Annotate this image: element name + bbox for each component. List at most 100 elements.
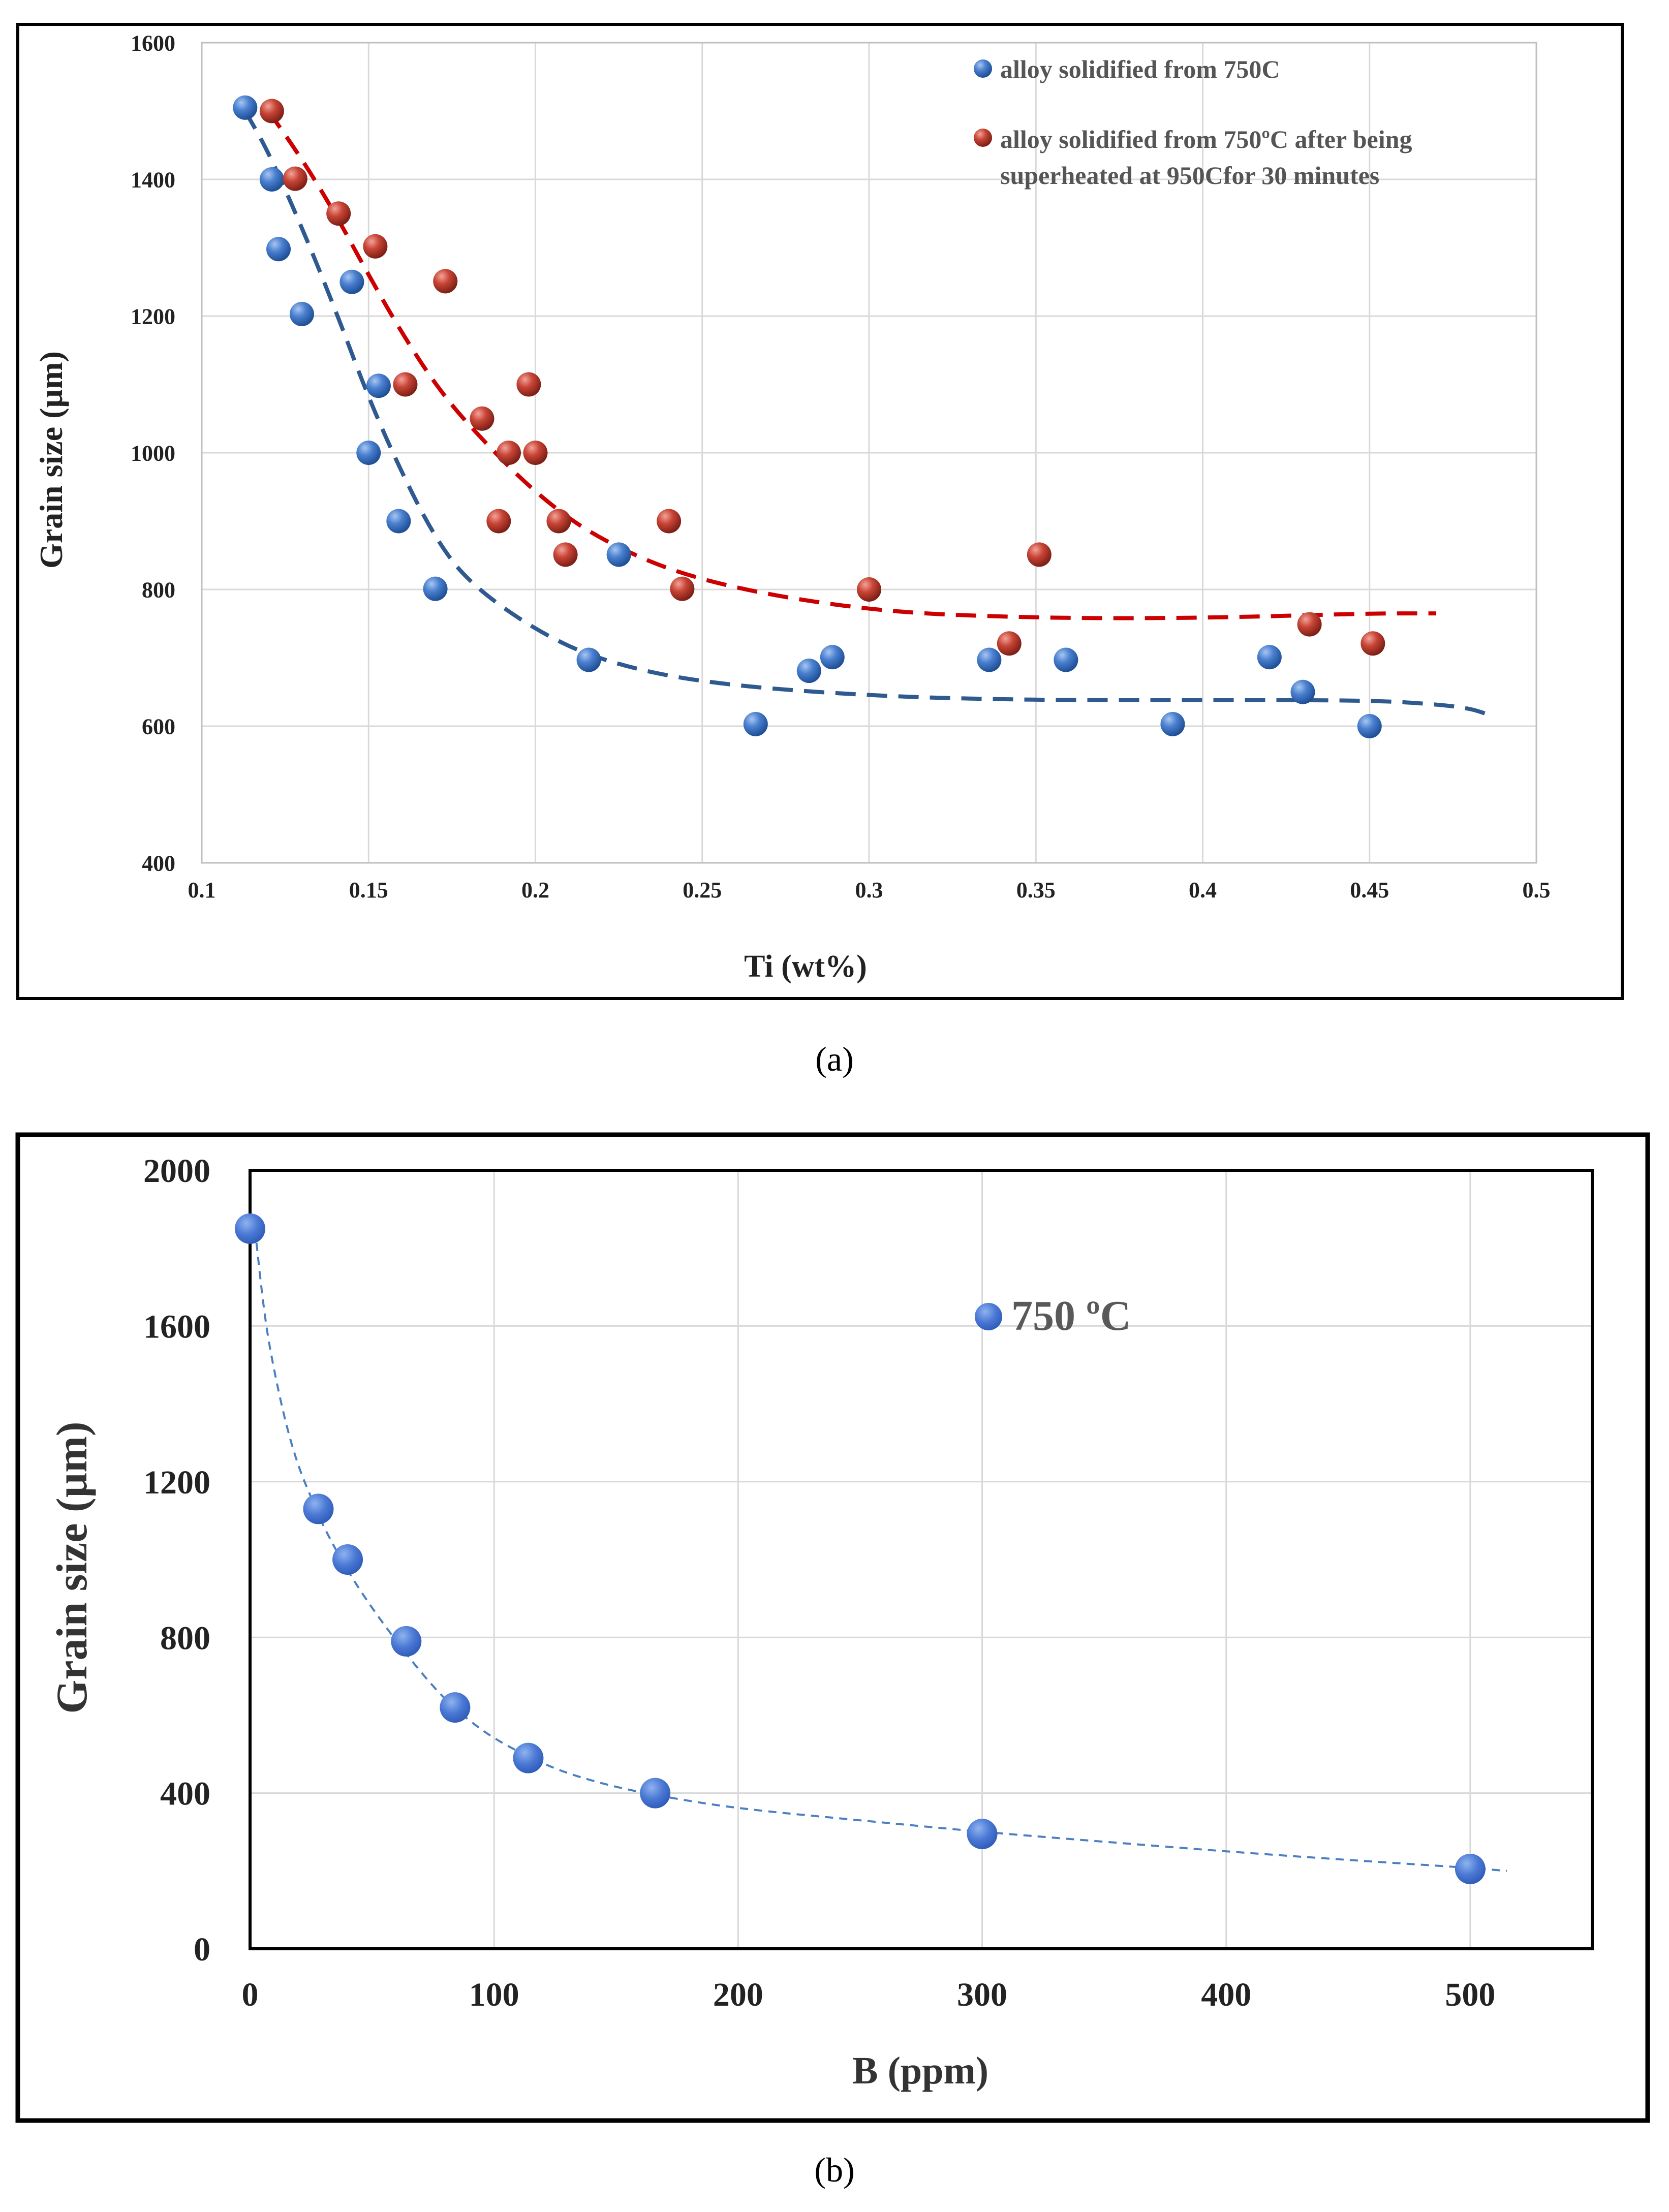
data-point-series-1 <box>1054 647 1078 672</box>
trendline-series-1 <box>243 110 1487 716</box>
x-tick-label: 0.25 <box>683 878 722 902</box>
data-point-series-1 <box>743 711 768 736</box>
data-point-series-2 <box>553 542 578 567</box>
panel-a-x-tick-labels: 0.1 0.15 0.2 0.25 0.3 0.35 0.4 0.45 0.5 <box>188 878 1551 902</box>
x-tick-label: 400 <box>1201 1976 1251 2013</box>
y-tick-label: 1600 <box>131 30 175 55</box>
data-point-series-2 <box>1027 542 1052 567</box>
data-point-series-1 <box>339 269 364 294</box>
data-point-series-2 <box>363 234 388 259</box>
data-point-series-1 <box>266 237 291 262</box>
x-tick-label: 0.45 <box>1350 878 1389 902</box>
data-point-series-2 <box>670 576 695 601</box>
data-point-series-2 <box>470 406 494 431</box>
panel-a-y-tick-labels: 400 600 800 1000 1200 1400 1600 <box>131 30 175 876</box>
x-tick-label: 0.5 <box>1523 878 1551 902</box>
legend-marker-750 <box>975 1303 1002 1330</box>
y-tick-label: 1200 <box>143 1464 210 1501</box>
y-tick-label: 1200 <box>131 304 175 329</box>
data-point-series-1 <box>1160 711 1185 736</box>
panel-a-frame <box>16 23 1624 1000</box>
y-tick-label: 1000 <box>131 441 175 465</box>
panel-a-trendlines <box>243 110 1487 716</box>
y-tick-label: 800 <box>160 1619 210 1657</box>
data-point-series-1 <box>576 647 601 672</box>
panel-b-y-tick-labels: 0 400 800 1200 1600 2000 <box>143 1152 210 1968</box>
data-point-series-1 <box>356 441 381 465</box>
panel-a-x-axis-label: Ti (wt%) <box>744 949 867 984</box>
legend-label-series-2-line-2: superheated at 950Cfor 30 minutes <box>1000 161 1379 190</box>
trendline-series-2 <box>267 110 1437 620</box>
panel-a-markers <box>233 95 1385 738</box>
data-point-series-1 <box>332 1544 363 1575</box>
data-point-series-2 <box>1361 631 1385 656</box>
data-point-series-2 <box>546 509 571 534</box>
y-tick-label: 800 <box>142 577 175 602</box>
data-point-series-1 <box>513 1742 544 1773</box>
panel-b-markers <box>235 1213 1486 1884</box>
data-point-series-2 <box>523 441 548 465</box>
data-point-series-2 <box>516 372 541 397</box>
panel-b-trendlines <box>254 1228 1507 1872</box>
legend-marker-blue <box>974 59 992 78</box>
panel-b-caption: (b) <box>814 2151 854 2189</box>
panel-b-legend: 750 ºC <box>975 1292 1131 1339</box>
data-point-series-2 <box>326 201 351 226</box>
data-point-series-1 <box>606 542 631 567</box>
data-point-series-2 <box>283 166 307 191</box>
panel-b-y-axis-label: Grain size (µm) <box>47 1422 96 1714</box>
data-point-series-1 <box>259 167 284 192</box>
data-point-series-1 <box>423 576 448 601</box>
data-point-series-1 <box>1357 714 1382 738</box>
panel-a-legend: alloy solidified from 750C alloy solidif… <box>974 55 1412 190</box>
data-point-series-2 <box>486 509 511 534</box>
panel-b-x-tick-labels: 0 100 200 300 400 500 <box>242 1976 1496 2013</box>
x-tick-label: 0.35 <box>1016 878 1056 902</box>
x-tick-label: 0.4 <box>1189 878 1217 902</box>
data-point-series-1 <box>366 373 391 398</box>
y-tick-label: 1400 <box>131 167 175 192</box>
data-point-series-2 <box>433 269 458 294</box>
data-point-series-2 <box>857 577 881 602</box>
legend-label-series-2-line-1: alloy solidified from 750ºC after being <box>1000 125 1412 153</box>
y-tick-label: 400 <box>160 1775 210 1813</box>
data-point-series-1 <box>1455 1853 1486 1884</box>
y-tick-label: 400 <box>142 851 175 876</box>
y-tick-label: 600 <box>142 714 175 739</box>
legend-label-750: 750 ºC <box>1011 1292 1131 1339</box>
x-tick-label: 500 <box>1445 1976 1495 2013</box>
x-tick-label: 100 <box>469 1976 519 2013</box>
data-point-series-2 <box>657 509 682 534</box>
data-point-series-1 <box>303 1493 334 1524</box>
panel-a-plot-border <box>201 42 1537 864</box>
panel-b-plot-border <box>249 1169 1594 1950</box>
data-point-series-1 <box>967 1819 998 1850</box>
data-point-series-1 <box>796 659 821 683</box>
data-point-series-1 <box>440 1692 471 1723</box>
data-point-series-1 <box>386 509 411 534</box>
data-point-series-2 <box>259 99 284 123</box>
data-point-series-1 <box>1257 645 1282 670</box>
x-tick-label: 0.3 <box>855 878 883 902</box>
trendline-series-1 <box>254 1228 1507 1872</box>
x-tick-label: 300 <box>957 1976 1007 2013</box>
data-point-series-1 <box>820 645 845 670</box>
panel-b-frame <box>15 1132 1650 2123</box>
panel-b: 0 400 800 1200 1600 2000 0 100 200 300 400 500 750… <box>15 1132 1650 2189</box>
panel-b-gridlines <box>250 1170 1592 1949</box>
panel-a: 400 600 800 1000 1200 1400 1600 0.1 0.15 0.2 0.25… <box>16 23 1624 1078</box>
data-point-series-1 <box>391 1626 422 1657</box>
data-point-series-2 <box>393 372 418 397</box>
data-point-series-1 <box>289 301 314 326</box>
panel-a-caption: (a) <box>815 1040 853 1078</box>
legend-label-series-1: alloy solidified from 750C <box>1000 55 1280 83</box>
panel-b-plot-area <box>250 1170 1592 1949</box>
data-point-series-1 <box>977 647 1002 672</box>
x-tick-label: 200 <box>713 1976 763 2013</box>
data-point-series-2 <box>496 441 521 465</box>
x-tick-label: 0.1 <box>188 878 216 902</box>
x-tick-label: 0.2 <box>521 878 549 902</box>
data-point-series-2 <box>1297 612 1322 637</box>
y-tick-label: 0 <box>194 1931 210 1968</box>
